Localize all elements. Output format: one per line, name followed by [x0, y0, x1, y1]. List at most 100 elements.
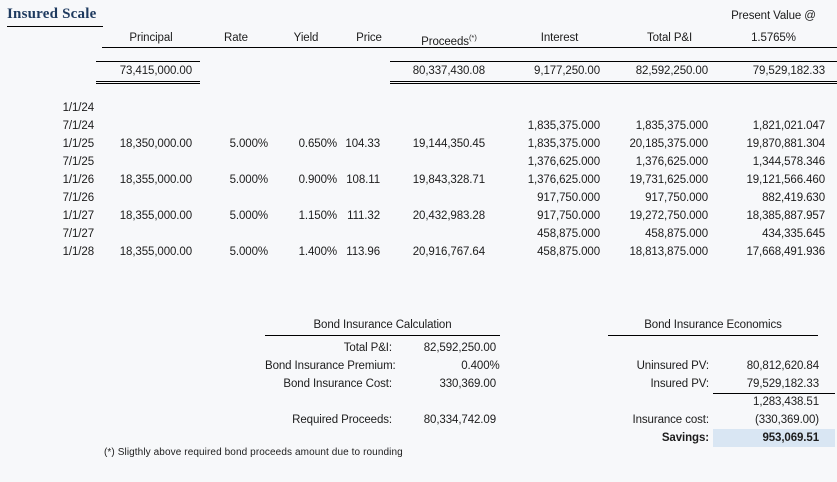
- pv-cell: 882,419.630: [762, 192, 825, 204]
- price-cell: 104.33: [345, 138, 380, 150]
- proceeds-cell: [390, 117, 490, 135]
- interest-cell: 458,875.000: [537, 228, 600, 240]
- price-cell: 111.32: [347, 210, 380, 222]
- total-pv: 79,529,182.33: [710, 61, 837, 84]
- principal-cell: 18,355,000.00: [119, 246, 192, 258]
- row-label: Bond Insurance Premium:: [265, 360, 396, 372]
- row-value: 1,283,438.51: [753, 396, 819, 408]
- price-cell: [340, 117, 390, 135]
- proceeds-cell: [390, 99, 490, 117]
- row-value: [713, 339, 835, 357]
- rate-cell: [200, 153, 272, 171]
- row-label: Required Proceeds:: [292, 414, 392, 426]
- date-cell: 7/1/25: [62, 156, 94, 168]
- econ-row: Insured PV: 79,529,182.33: [608, 375, 835, 394]
- date-cell: 1/1/25: [62, 138, 94, 150]
- interest-cell: [490, 99, 605, 117]
- rate-cell: [200, 189, 272, 207]
- rate-cell: [200, 117, 272, 135]
- rate-cell: [200, 225, 272, 243]
- proceeds-cell: [390, 153, 490, 171]
- price-cell: [340, 99, 390, 117]
- interest-column-header: Interest: [540, 32, 579, 44]
- calc-row: Required Proceeds: 80,334,742.09: [265, 411, 500, 429]
- table-row: 1/1/28 18,355,000.00 5.000% 1.400% 113.9…: [0, 243, 837, 261]
- total-pi-cell: 19,272,750.000: [629, 210, 708, 222]
- row-label: Uninsured PV:: [636, 360, 710, 372]
- present-value-header: Present Value @: [731, 10, 816, 22]
- table-row: 1/1/24: [0, 99, 837, 117]
- yield-cell: [272, 189, 340, 207]
- yield-cell: 0.900%: [298, 174, 338, 186]
- total-pi-cell: 18,813,875.000: [629, 246, 708, 258]
- total-pi-cell: 458,875.000: [645, 228, 708, 240]
- row-label: [608, 393, 713, 411]
- price-cell: [340, 189, 390, 207]
- econ-row-savings: Savings: 953,069.51: [608, 429, 835, 447]
- table-row: 1/1/27 18,355,000.00 5.000% 1.150% 111.3…: [0, 207, 837, 225]
- total-pi-column-header: Total P&I: [646, 32, 693, 44]
- calc-row: Bond Insurance Premium: 0.400%: [265, 357, 500, 375]
- econ-row: Uninsured PV: 80,812,620.84: [608, 357, 835, 375]
- section-title: Bond Insurance Calculation: [265, 318, 500, 336]
- pv-cell: 434,335.645: [762, 228, 825, 240]
- section-title: Bond Insurance Economics: [608, 318, 818, 336]
- row-value: [396, 393, 500, 411]
- footnote: (*) Sligthly above required bond proceed…: [104, 447, 403, 458]
- price-column-header: Price: [356, 32, 382, 44]
- price-cell: 113.96: [346, 246, 380, 258]
- interest-cell: 1,376,625.000: [527, 156, 600, 168]
- yield-cell: [272, 153, 340, 171]
- date-cell: 7/1/27: [62, 228, 94, 240]
- row-value: 80,812,620.84: [746, 360, 819, 372]
- principal-cell: [96, 117, 200, 135]
- rate-cell: 5.000%: [229, 138, 269, 150]
- total-total-pi: 82,592,250.00: [605, 61, 710, 84]
- principal-cell: [96, 99, 200, 117]
- rate-column-header: Rate: [224, 32, 248, 44]
- price-cell: [340, 225, 390, 243]
- pv-cell: 1,344,578.346: [752, 156, 825, 168]
- date-cell: 1/1/28: [62, 246, 94, 258]
- proceeds-cell: [390, 225, 490, 243]
- date-cell: 1/1/27: [62, 210, 94, 222]
- interest-cell: 917,750.000: [537, 192, 600, 204]
- yield-cell: 1.400%: [298, 246, 338, 258]
- proceeds-cell: [390, 189, 490, 207]
- pv-rate-header: 1.5765%: [751, 32, 796, 44]
- date-cell: 1/1/24: [62, 102, 94, 114]
- row-value: 79,529,182.33: [713, 375, 835, 394]
- totals-row: 73,415,000.00 80,337,430.08 9,177,250.00…: [0, 61, 837, 84]
- row-value: (330,369.00): [754, 414, 819, 426]
- row-label: Insurance cost:: [632, 414, 710, 426]
- pv-cell: 18,385,887.957: [746, 210, 825, 222]
- total-principal: 73,415,000.00: [96, 61, 200, 84]
- row-label: [265, 393, 396, 411]
- total-pi-cell: 20,185,375.000: [629, 138, 708, 150]
- row-label: Total P&I:: [343, 342, 392, 354]
- pv-cell: 19,121,566.460: [746, 174, 825, 186]
- calc-row: Total P&I: 82,592,250.00: [265, 339, 500, 357]
- price-cell: 108.11: [346, 174, 380, 186]
- table-row: 7/1/26 917,750.000 917,750.000 882,419.6…: [0, 189, 837, 207]
- table-row: 7/1/25 1,376,625.000 1,376,625.000 1,344…: [0, 153, 837, 171]
- rate-cell: 5.000%: [229, 174, 269, 186]
- proceeds-cell: 19,144,350.45: [412, 138, 485, 150]
- date-cell: 7/1/24: [62, 120, 94, 132]
- interest-cell: 458,875.000: [537, 246, 600, 258]
- principal-cell: [96, 189, 200, 207]
- row-value: 0.400%: [461, 360, 500, 372]
- yield-cell: [272, 99, 340, 117]
- yield-cell: 0.650%: [298, 138, 338, 150]
- proceeds-cell: 20,916,767.64: [412, 246, 485, 258]
- savings-value: 953,069.51: [713, 429, 835, 447]
- pv-cell: [710, 99, 837, 117]
- page-title: Insured Scale: [7, 6, 103, 27]
- yield-cell: [272, 225, 340, 243]
- interest-cell: 1,376,625.000: [527, 174, 600, 186]
- proceeds-cell: 20,432,983.28: [412, 210, 485, 222]
- table-row: 7/1/24 1,835,375.000 1,835,375.000 1,821…: [0, 117, 837, 135]
- row-label: [608, 339, 713, 357]
- principal-cell: 18,350,000.00: [119, 138, 192, 150]
- interest-cell: 917,750.000: [537, 210, 600, 222]
